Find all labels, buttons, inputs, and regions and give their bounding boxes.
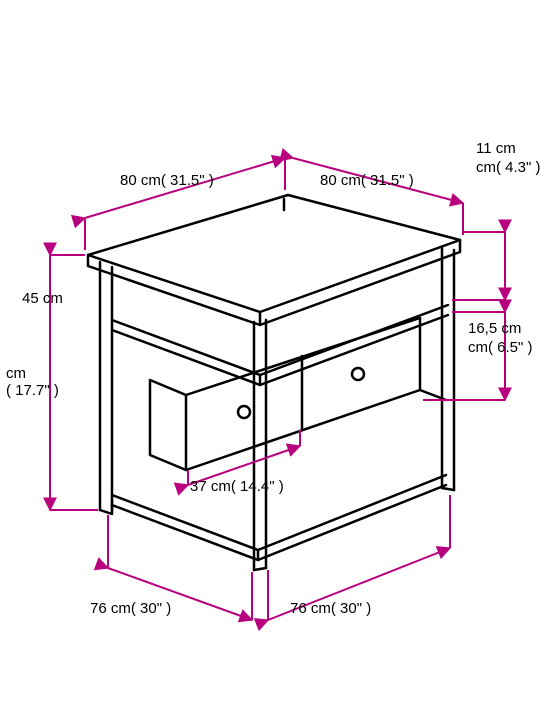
dimension-lines: [50, 158, 505, 620]
dim-height-left-cm: 45 cm: [22, 290, 63, 307]
dim-drawer-width: 37 cm( 14.4" ): [190, 478, 284, 495]
dim-top-width-left: 80 cm( 31.5" ): [120, 172, 214, 189]
dim-height-left-in: cm( 17.7" ): [6, 365, 59, 400]
dim-top-width-right: 80 cm( 31.5" ): [320, 172, 414, 189]
dim-width-bottom: 76 cm( 30" ): [290, 600, 371, 617]
dim-right-lower: 16,5 cmcm( 6.5" ): [468, 320, 533, 358]
dim-right-upper: 11 cmcm( 4.3" ): [476, 140, 540, 178]
drawing-canvas: [0, 0, 540, 720]
furniture-outline: [88, 195, 460, 570]
dim-depth-bottom: 76 cm( 30" ): [90, 600, 171, 617]
